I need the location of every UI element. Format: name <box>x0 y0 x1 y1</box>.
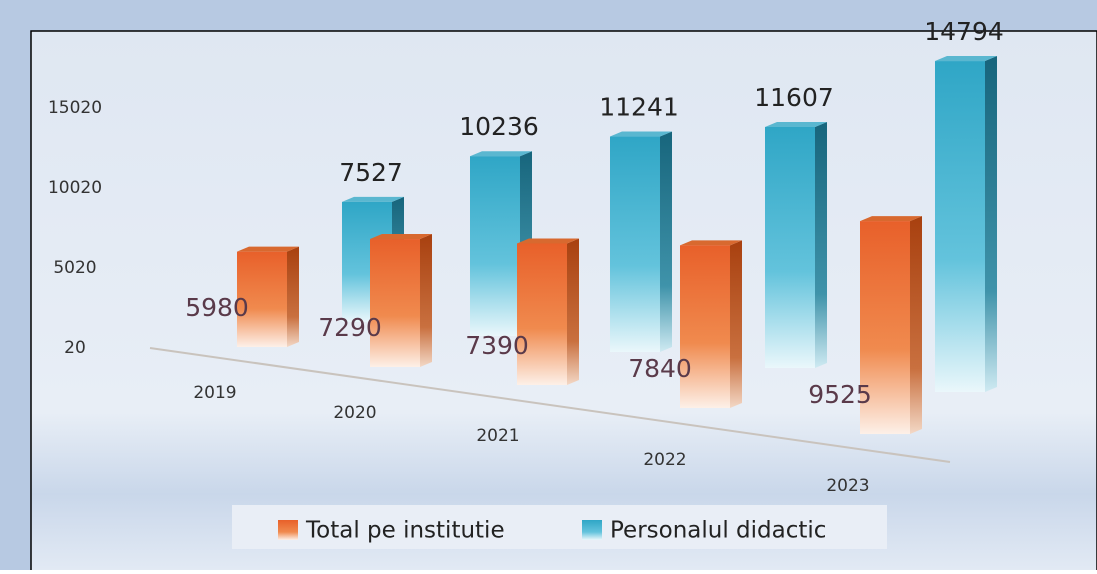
bar <box>237 251 287 347</box>
data-label: 7527 <box>339 158 403 187</box>
x-tick-label: 2021 <box>476 426 519 446</box>
bar-top <box>935 56 997 62</box>
bar-top <box>342 196 404 202</box>
bar-top <box>470 151 532 157</box>
x-tick-label: 2023 <box>826 476 869 496</box>
bar <box>765 126 815 368</box>
legend-label: Personalul didactic <box>610 518 826 544</box>
data-label: 5980 <box>185 293 249 322</box>
bar <box>935 61 985 392</box>
legend-swatch <box>582 520 602 540</box>
bar-side <box>815 121 827 368</box>
y-tick-label: 15020 <box>48 98 102 118</box>
bar <box>370 239 420 367</box>
bar-top <box>517 238 579 244</box>
bar-side <box>567 238 579 385</box>
x-tick-label: 2019 <box>193 383 236 403</box>
bar-top <box>680 240 742 246</box>
bar-side <box>730 240 742 408</box>
bar-side <box>660 131 672 352</box>
y-tick-label: 20 <box>64 338 86 358</box>
bar-top <box>860 216 922 222</box>
bar-top <box>237 246 299 252</box>
data-label: 9525 <box>808 380 872 409</box>
data-label: 11607 <box>754 83 834 112</box>
x-tick-label: 2020 <box>333 403 376 423</box>
legend-swatch <box>278 520 298 540</box>
bar-top <box>610 131 672 137</box>
bar-side <box>910 216 922 434</box>
bar <box>470 156 520 336</box>
floor-line <box>149 347 951 463</box>
bar-top <box>765 121 827 127</box>
data-label: 11241 <box>599 93 679 122</box>
y-tick-label: 5020 <box>53 258 96 278</box>
data-label: 10236 <box>459 112 539 141</box>
bar-top <box>370 234 432 240</box>
bar-side <box>420 234 432 367</box>
data-label: 7390 <box>465 331 529 360</box>
bar-side <box>985 56 997 392</box>
x-tick-label: 2022 <box>643 450 686 470</box>
data-label: 14794 <box>924 17 1004 46</box>
data-label: 7290 <box>318 313 382 342</box>
y-tick-label: 10020 <box>48 178 102 198</box>
data-label: 7840 <box>628 354 692 383</box>
legend <box>232 505 887 549</box>
legend-label: Total pe institutie <box>305 518 505 544</box>
bar <box>860 221 910 434</box>
bar <box>680 245 730 408</box>
bar-side <box>287 246 299 347</box>
bar <box>517 243 567 385</box>
bar <box>610 136 660 352</box>
